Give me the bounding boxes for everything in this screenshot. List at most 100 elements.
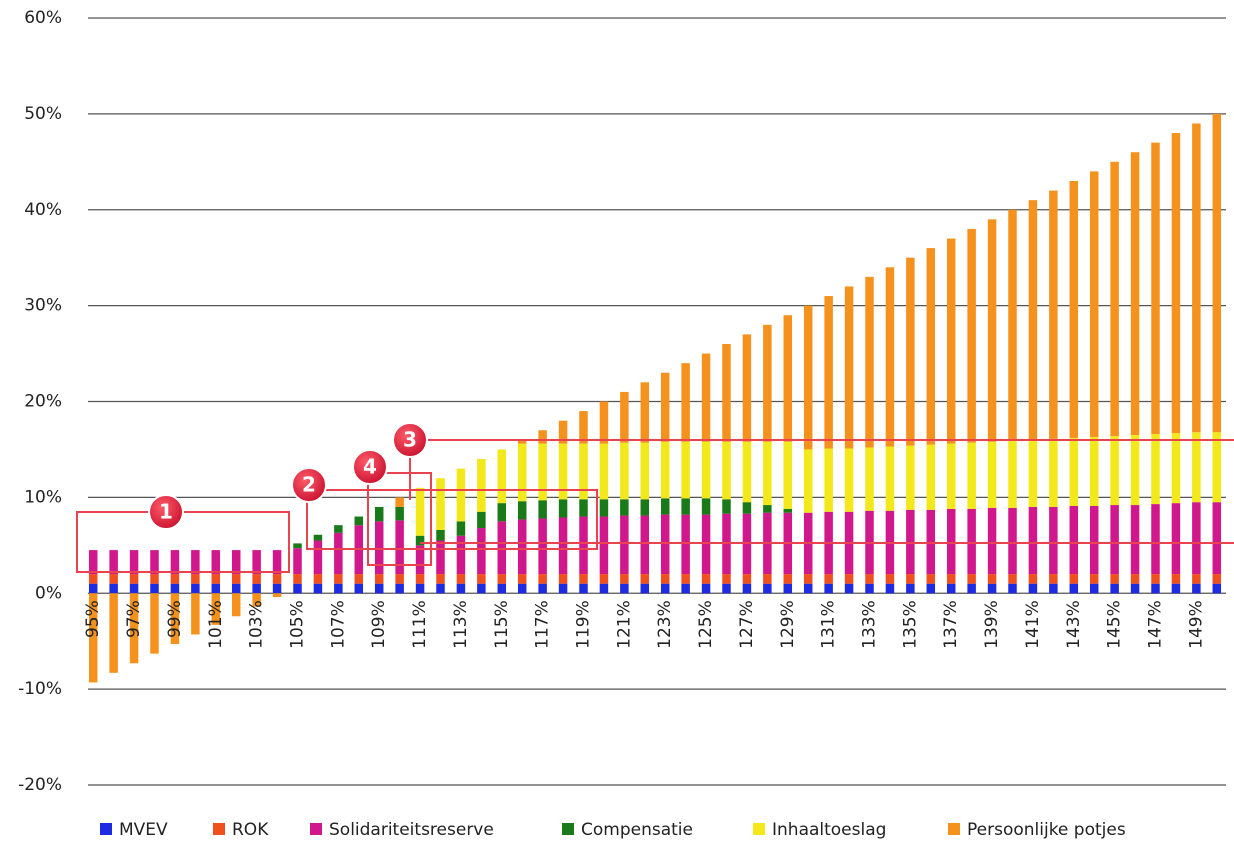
bar-segment <box>1069 180 1079 438</box>
bar-segment <box>313 583 323 594</box>
x-tick-label: 109% <box>369 600 389 649</box>
bar-segment <box>497 583 507 594</box>
legend-label: Solidariteitsreserve <box>329 820 494 840</box>
bar-segment <box>701 574 711 584</box>
bar-segment <box>1212 583 1222 594</box>
bar-segment <box>211 574 221 584</box>
bar-segment <box>844 286 854 449</box>
bar-segment <box>1110 574 1119 584</box>
y-tick-label: -20% <box>18 775 62 795</box>
bar-segment <box>824 574 833 584</box>
bar-segment <box>865 447 874 511</box>
x-tick-label: 147% <box>1146 600 1166 649</box>
bar-segment <box>1049 574 1058 584</box>
annotation-badge <box>148 494 184 530</box>
y-tick-label: 50% <box>24 104 62 124</box>
bar-segment <box>681 583 690 594</box>
bar-segment <box>558 499 568 518</box>
bar-segment <box>824 448 833 512</box>
bar-segment <box>456 468 466 522</box>
legend-swatch <box>753 823 765 835</box>
bar-segment <box>1028 439 1038 507</box>
bar-segment <box>191 593 200 635</box>
bar-segment <box>436 540 445 575</box>
bar-segment <box>763 574 772 584</box>
bar-segment <box>1008 209 1017 441</box>
bar-segment <box>252 550 261 575</box>
bar-segment <box>783 441 793 509</box>
bar-segment <box>191 574 200 584</box>
bar-segment <box>252 583 261 594</box>
bar-segment <box>640 574 650 584</box>
bar-segment <box>1171 503 1181 575</box>
bar-segment <box>150 574 159 584</box>
bar-segment <box>926 248 936 445</box>
annotation-badge <box>291 467 327 503</box>
bar-segment <box>272 583 282 594</box>
x-tick-label: 111% <box>410 600 430 649</box>
bar-segment <box>599 574 609 584</box>
bar-segment <box>109 593 118 673</box>
bar-segment <box>109 574 118 584</box>
bar-segment <box>640 515 650 575</box>
bar-segment <box>1192 123 1201 433</box>
bar-segment <box>579 516 588 575</box>
bar-segment <box>1069 574 1079 584</box>
bar-segment <box>538 430 547 444</box>
y-tick-label: 30% <box>24 296 62 316</box>
bar-segment <box>660 583 670 594</box>
bar-segment <box>1130 435 1140 506</box>
bar-segment <box>763 441 772 506</box>
annotation-number: 2 <box>302 473 316 497</box>
bar-segment <box>477 583 486 594</box>
bar-segment <box>88 583 98 594</box>
y-tick-label: 60% <box>24 8 62 28</box>
bar-segment <box>1008 440 1017 508</box>
bar-segment <box>599 499 609 517</box>
bar-segment <box>1110 505 1119 575</box>
bar-segment <box>865 276 874 448</box>
bar-segment <box>681 498 690 515</box>
bar-segment <box>640 499 650 516</box>
bar-segment <box>620 499 629 516</box>
bar-segment <box>415 545 425 575</box>
bar-segment <box>946 443 956 509</box>
annotation-number: 4 <box>363 455 377 479</box>
bar-segment <box>231 583 241 594</box>
bar-segment <box>620 442 629 500</box>
bar-segment <box>88 550 98 575</box>
bar-segment <box>1192 432 1201 503</box>
bar-segment <box>906 583 915 594</box>
bar-segment <box>906 509 915 575</box>
bar-segment <box>1212 502 1222 575</box>
legend-label: Compensatie <box>581 820 693 840</box>
bar-segment <box>803 574 813 584</box>
bar-segment <box>354 574 364 584</box>
bar-segment <box>1028 200 1038 440</box>
x-tick-label: 115% <box>492 600 512 649</box>
bar-segment <box>1192 583 1201 594</box>
bar-segment <box>170 583 180 594</box>
bar-segment <box>1069 506 1079 575</box>
bar-segment <box>722 343 731 442</box>
bar-segment <box>517 501 527 520</box>
bar-segment <box>1212 432 1222 503</box>
bar-segment <box>1089 171 1099 437</box>
bar-segment <box>701 514 711 575</box>
x-tick-label: 107% <box>328 600 348 649</box>
bar-segment <box>334 525 343 533</box>
x-tick-label: 145% <box>1105 600 1125 649</box>
bar-segment <box>1192 502 1201 575</box>
bar-segment <box>803 305 813 450</box>
bar-segment <box>1110 436 1119 506</box>
bar-segment <box>558 517 568 575</box>
x-tick-label: 143% <box>1064 600 1084 649</box>
bar-segment <box>681 514 690 575</box>
bar-segment <box>599 443 609 500</box>
bar-segment <box>824 296 833 449</box>
bar-segment <box>109 550 118 575</box>
x-tick-label: 113% <box>451 600 471 649</box>
x-tick-label: 127% <box>737 600 757 649</box>
legend-swatch <box>213 823 225 835</box>
x-tick-label: 119% <box>574 600 594 649</box>
